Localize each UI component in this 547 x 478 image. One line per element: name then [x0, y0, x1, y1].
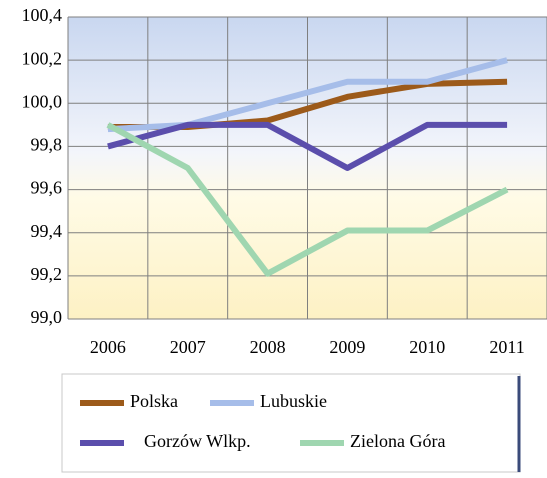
legend-box [61, 373, 521, 473]
series-line [106, 122, 509, 277]
legend-label: Gorzów Wlkp. [144, 431, 251, 451]
y-tick-label: 99,6 [31, 178, 63, 198]
y-tick-label: 99,4 [31, 221, 63, 241]
legend-label: Polska [130, 391, 178, 411]
x-tick-label: 2008 [250, 337, 286, 357]
y-tick-label: 99,2 [31, 264, 63, 284]
x-tick-label: 2006 [90, 337, 126, 357]
x-tick-label: 2009 [329, 337, 365, 357]
x-tick-label: 2011 [489, 337, 524, 357]
y-tick-label: 99,0 [31, 307, 63, 327]
y-tick-label: 100,0 [22, 91, 63, 111]
legend-label: Lubuskie [260, 391, 327, 411]
y-tick-label: 100,4 [22, 5, 63, 25]
x-tick-label: 2007 [170, 337, 206, 357]
y-tick-label: 100,2 [22, 48, 63, 68]
x-tick-label: 2010 [409, 337, 445, 357]
legend-label: Zielona Góra [350, 431, 445, 451]
y-tick-label: 99,8 [31, 135, 63, 155]
series-line [107, 121, 508, 171]
